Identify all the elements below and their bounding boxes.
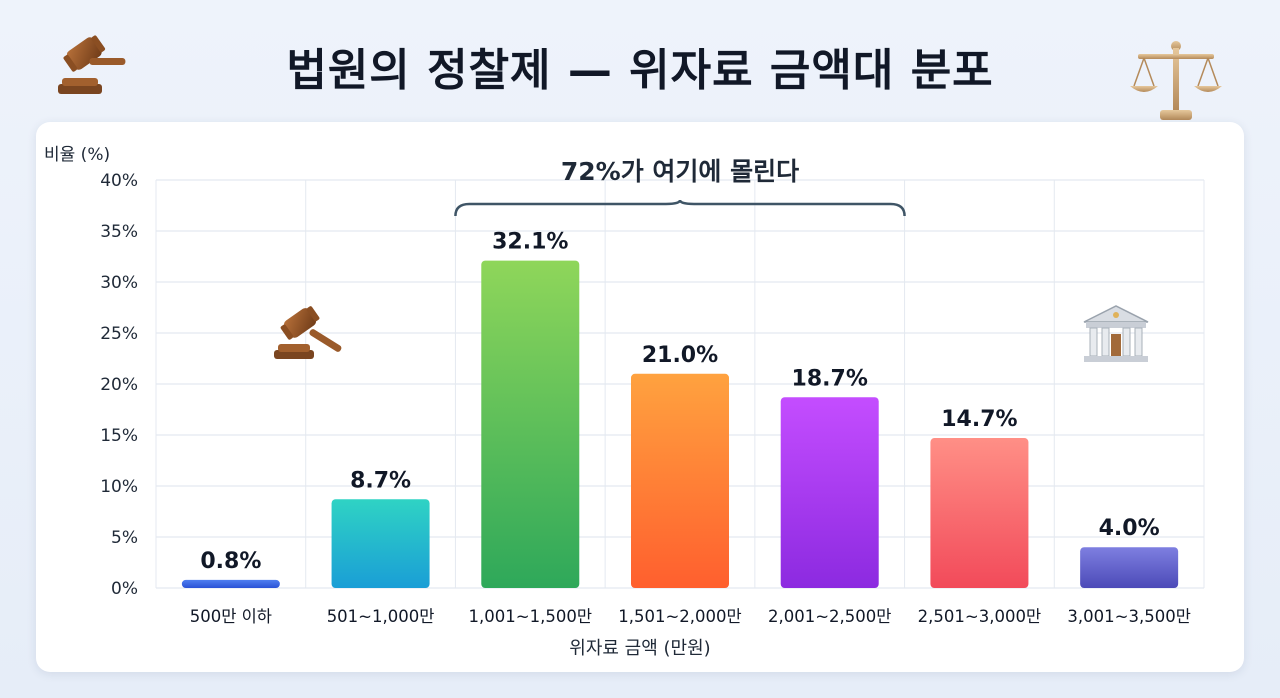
x-tick-label: 1,501~2,000만 — [618, 607, 741, 626]
annotation-bracket — [454, 199, 906, 217]
bar — [181, 579, 280, 588]
y-tick-label: 15% — [100, 426, 138, 446]
bar — [780, 397, 879, 588]
x-tick-label: 2,001~2,500만 — [768, 607, 891, 626]
x-tick-label: 1,001~1,500만 — [469, 607, 592, 626]
bar-value-label: 8.7% — [350, 468, 411, 493]
scales-icon — [1130, 41, 1222, 120]
sparkle-icon: ✦ — [1198, 609, 1222, 642]
y-tick-label: 25% — [100, 324, 138, 344]
bar — [481, 260, 580, 588]
annotation-text: 72%가 여기에 몰린다 — [561, 157, 799, 186]
x-tick-label: 501~1,000만 — [327, 607, 435, 626]
y-tick-label: 30% — [100, 273, 138, 293]
bar — [930, 438, 1029, 588]
bar-value-label: 21.0% — [642, 343, 718, 368]
courthouse-icon — [1083, 305, 1149, 362]
bar-chart: 0% 5% 10% 15% 20% 25% 30% 35% 40% 0.8% 500만 이하 8.7%… — [44, 145, 1205, 659]
x-tick-label: 2,501~3,000만 — [918, 607, 1041, 626]
gavel-icon — [274, 306, 342, 359]
chart-card: 0% 5% 10% 15% 20% 25% 30% 35% 40% 0.8% 500만 이하 8.7%… — [36, 122, 1244, 672]
x-tick-label: 3,001~3,500만 — [1067, 607, 1190, 626]
bar-value-label: 4.0% — [1099, 516, 1160, 541]
page-title: 법원의 정찰제 — 위자료 금액대 분포 — [286, 45, 994, 96]
bar — [631, 373, 729, 588]
bar — [331, 499, 430, 588]
y-tick-label: 10% — [100, 477, 138, 497]
y-tick-label: 40% — [100, 171, 138, 191]
y-tick-label: 0% — [111, 579, 138, 599]
x-axis-title: 위자료 금액 (만원) — [569, 638, 710, 659]
bar-value-label: 32.1% — [492, 230, 568, 255]
y-axis-title: 비율 (%) — [44, 145, 110, 165]
bar-value-label: 0.8% — [200, 549, 261, 574]
x-tick-label: 500만 이하 — [190, 607, 272, 626]
y-tick-label: 35% — [100, 222, 138, 242]
bar — [1080, 547, 1179, 588]
y-tick-label: 5% — [111, 528, 138, 548]
y-tick-label: 20% — [100, 375, 138, 395]
bar-value-label: 18.7% — [792, 366, 868, 391]
gavel-icon — [58, 35, 126, 94]
bar-value-label: 14.7% — [941, 407, 1017, 432]
